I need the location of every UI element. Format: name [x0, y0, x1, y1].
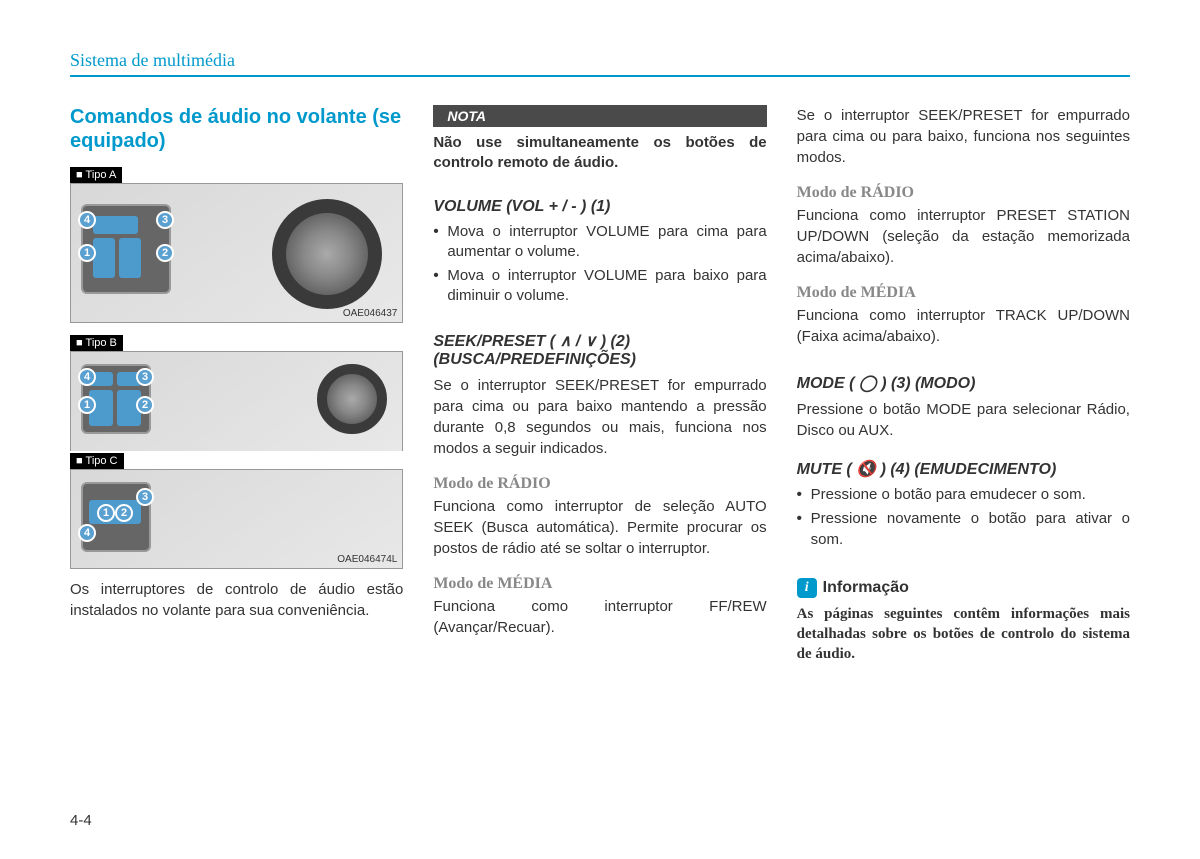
info-label: Informação [823, 579, 909, 597]
radio-mode2-heading: Modo de RÁDIO [797, 184, 1130, 202]
control-panel-c: 3 4 1 2 [81, 482, 151, 552]
steering-wheel-icon [272, 199, 382, 309]
nota-label: NOTA [433, 105, 766, 127]
figure-c-image: 3 4 1 2 OAE046474L [70, 469, 403, 569]
mute-bullet-2: Pressione novamente o botão para ativar … [797, 509, 1130, 550]
section-title: Comandos de áudio no volante (se equipad… [70, 105, 403, 153]
mode-text: Pressione o botão MODE para selecionar R… [797, 399, 1130, 441]
info-row: i Informação [797, 578, 1130, 598]
figure-a: ■ Tipo A 4 3 1 2 OAE046437 [70, 165, 403, 323]
volume-list: Mova o interruptor VOLUME para cima para… [433, 222, 766, 311]
header-title: Sistema de multimédia [70, 50, 235, 70]
page-header: Sistema de multimédia [70, 50, 1130, 77]
seek-heading: SEEK/PRESET ( ∧ / ∨ ) (2) (BUSCA/PREDEFI… [433, 331, 766, 369]
figure-a-image: 4 3 1 2 OAE046437 [70, 183, 403, 323]
figure-bc-code: OAE046474L [337, 554, 397, 565]
mode-heading: MODE ( ◯ ) (3) (MODO) [797, 373, 1130, 393]
steering-wheel-icon [317, 364, 387, 434]
mute-heading: MUTE ( 🔇 ) (4) (EMUDECIMENTO) [797, 459, 1130, 479]
volume-heading: VOLUME (VOL + / - ) (1) [433, 198, 766, 216]
figure-c-label: ■ Tipo C [70, 453, 124, 469]
figure-b-label: ■ Tipo B [70, 335, 123, 351]
figure-bc: ■ Tipo B 4 3 1 2 ■ Tipo C 3 [70, 333, 403, 569]
figure-b-image: 4 3 1 2 [70, 351, 403, 451]
radio-mode2-text: Funciona como interruptor PRESET STATION… [797, 205, 1130, 268]
info-text: As páginas seguintes contêm informações … [797, 604, 1130, 665]
media-mode2-heading: Modo de MÉDIA [797, 284, 1130, 302]
control-panel-b: 4 3 1 2 [81, 364, 151, 434]
volume-bullet-2: Mova o interruptor VOLUME para baixo par… [433, 266, 766, 307]
mute-list: Pressione o botão para emudecer o som. P… [797, 485, 1130, 554]
info-icon: i [797, 578, 817, 598]
figure-a-code: OAE046437 [343, 308, 398, 319]
seek-text: Se o interruptor SEEK/PRESET for empurra… [433, 375, 766, 459]
column-2: NOTA Não use simultaneamente os botões d… [433, 105, 766, 665]
nota-text: Não use simultaneamente os botões de con… [433, 133, 766, 174]
intro-text: Os interruptores de controlo de áudio es… [70, 579, 403, 621]
media-mode-heading: Modo de MÉDIA [433, 575, 766, 593]
figure-a-label: ■ Tipo A [70, 167, 122, 183]
media-mode-text: Funciona como interruptor FF/REW (Avança… [433, 596, 766, 638]
radio-mode-heading: Modo de RÁDIO [433, 475, 766, 493]
column-3: Se o interruptor SEEK/PRESET for empurra… [797, 105, 1130, 665]
mute-bullet-1: Pressione o botão para emudecer o som. [797, 485, 1130, 505]
media-mode2-text: Funciona como interruptor TRACK UP/DOWN … [797, 305, 1130, 347]
volume-bullet-1: Mova o interruptor VOLUME para cima para… [433, 222, 766, 263]
column-1: Comandos de áudio no volante (se equipad… [70, 105, 403, 665]
col3-top-text: Se o interruptor SEEK/PRESET for empurra… [797, 105, 1130, 168]
radio-mode-text: Funciona como interruptor de seleção AUT… [433, 496, 766, 559]
content-columns: Comandos de áudio no volante (se equipad… [70, 105, 1130, 665]
control-panel-a: 4 3 1 2 [81, 204, 171, 294]
page-number: 4-4 [70, 812, 92, 829]
